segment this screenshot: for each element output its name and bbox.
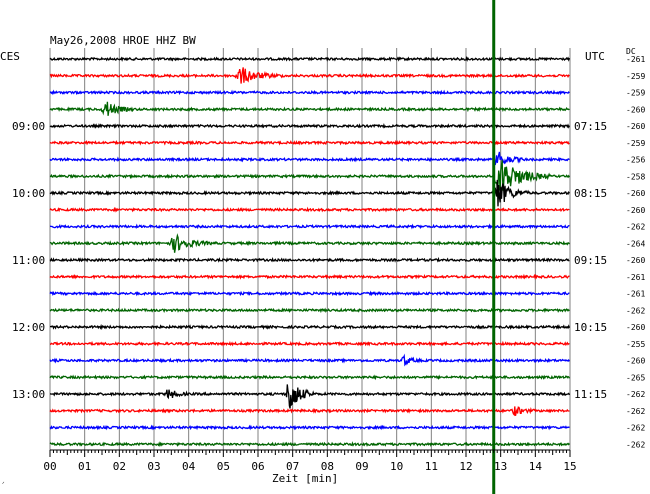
x-tick-label: 01 [78, 460, 91, 473]
trace-3 [49, 101, 570, 116]
x-tick-label: 13 [494, 460, 507, 473]
left-time-label: 13:00 [12, 388, 45, 401]
trace-0 [49, 55, 571, 62]
dc-offset-label: -262 [626, 390, 645, 399]
dc-offset-label: -259 [626, 72, 645, 81]
trace-17 [49, 340, 570, 347]
trace-4 [49, 123, 570, 129]
x-tick-label: 06 [251, 460, 264, 473]
corner-mark: ᐟ [2, 481, 5, 488]
dc-offset-label: -259 [626, 89, 645, 98]
trace-20 [49, 384, 570, 409]
trace-7 [49, 160, 570, 191]
x-tick-label: 04 [182, 460, 196, 473]
x-tick-label: 08 [321, 460, 334, 473]
right-timezone-label: UTC [585, 50, 605, 63]
trace-18 [49, 353, 570, 367]
x-tick-label: 02 [113, 460, 126, 473]
x-tick-label: 15 [563, 460, 576, 473]
trace-21 [49, 406, 570, 417]
x-tick-label: 00 [43, 460, 56, 473]
dc-offset-label: -260 [626, 122, 645, 131]
trace-16 [49, 323, 571, 331]
seismic-traces [49, 55, 571, 448]
trace-8 [49, 179, 570, 207]
right-time-label: 10:15 [574, 321, 607, 334]
trace-9 [49, 206, 570, 213]
left-time-label: 12:00 [12, 321, 45, 334]
x-tick-label: 05 [217, 460, 230, 473]
dc-offset-label: -262 [626, 424, 645, 433]
x-tick-label: 14 [529, 460, 543, 473]
trace-11 [49, 233, 570, 253]
x-axis-label: Zeit [min] [272, 472, 338, 485]
dc-offset-label: -261 [626, 273, 645, 282]
trace-1 [49, 67, 570, 84]
dc-offset-label: -265 [626, 373, 645, 382]
right-time-label: 11:15 [574, 388, 607, 401]
x-axis: 00 01 02 03 04 05 06 07 08 09 10 11 12 13 14 15 [43, 449, 577, 473]
x-tick-label: 07 [286, 460, 299, 473]
trace-19 [49, 374, 570, 381]
dc-offset-label: -261 [626, 290, 645, 299]
left-timezone-label: CES [0, 50, 20, 63]
trace-5 [49, 139, 570, 146]
right-time-label: 07:15 [574, 120, 607, 133]
dc-offset-labels: -261 -259 -259 -260 -260 -259 -256 -258 -260 -260… [626, 55, 645, 449]
dc-offset-label: -260 [626, 357, 645, 366]
dc-label: DC [626, 47, 636, 56]
left-time-labels: 09:00 10:00 11:00 12:00 13:00 [12, 120, 45, 401]
dc-offset-label: -261 [626, 55, 645, 64]
dc-offset-label: -260 [626, 189, 645, 198]
right-time-labels: 07:15 08:15 09:15 10:15 11:15 [574, 120, 607, 401]
dc-offset-label: -260 [626, 323, 645, 332]
dc-offset-label: -260 [626, 105, 645, 114]
trace-15 [49, 307, 570, 314]
x-tick-label: 03 [147, 460, 160, 473]
minute-gridlines [49, 48, 571, 450]
left-time-label: 10:00 [12, 187, 45, 200]
dc-offset-label: -264 [626, 239, 645, 248]
dc-offset-label: -262 [626, 407, 645, 416]
right-time-label: 08:15 [574, 187, 607, 200]
x-tick-label: 09 [355, 460, 368, 473]
trace-2 [49, 89, 570, 96]
left-time-label: 09:00 [12, 120, 45, 133]
trace-23 [49, 441, 570, 448]
dc-offset-label: -260 [626, 256, 645, 265]
chart-title: May26,2008 HROE HHZ BW [50, 34, 196, 47]
x-tick-label: 10 [390, 460, 403, 473]
x-tick-label: 12 [459, 460, 472, 473]
x-tick-label: 11 [425, 460, 438, 473]
dc-offset-label: -258 [626, 172, 645, 181]
trace-10 [49, 223, 570, 230]
dc-offset-label: -255 [626, 340, 645, 349]
dc-offset-label: -259 [626, 139, 645, 148]
trace-22 [49, 424, 570, 431]
right-time-label: 09:15 [574, 254, 607, 267]
dc-offset-label: -262 [626, 223, 645, 232]
trace-14 [49, 290, 570, 297]
trace-13 [49, 273, 570, 280]
trace-12 [49, 256, 570, 263]
dc-offset-label: -256 [626, 156, 645, 165]
trace-6 [49, 151, 570, 166]
dc-offset-label: -262 [626, 306, 645, 315]
dc-offset-label: -260 [626, 206, 645, 215]
dc-offset-label: -262 [626, 440, 645, 449]
left-time-label: 11:00 [12, 254, 45, 267]
